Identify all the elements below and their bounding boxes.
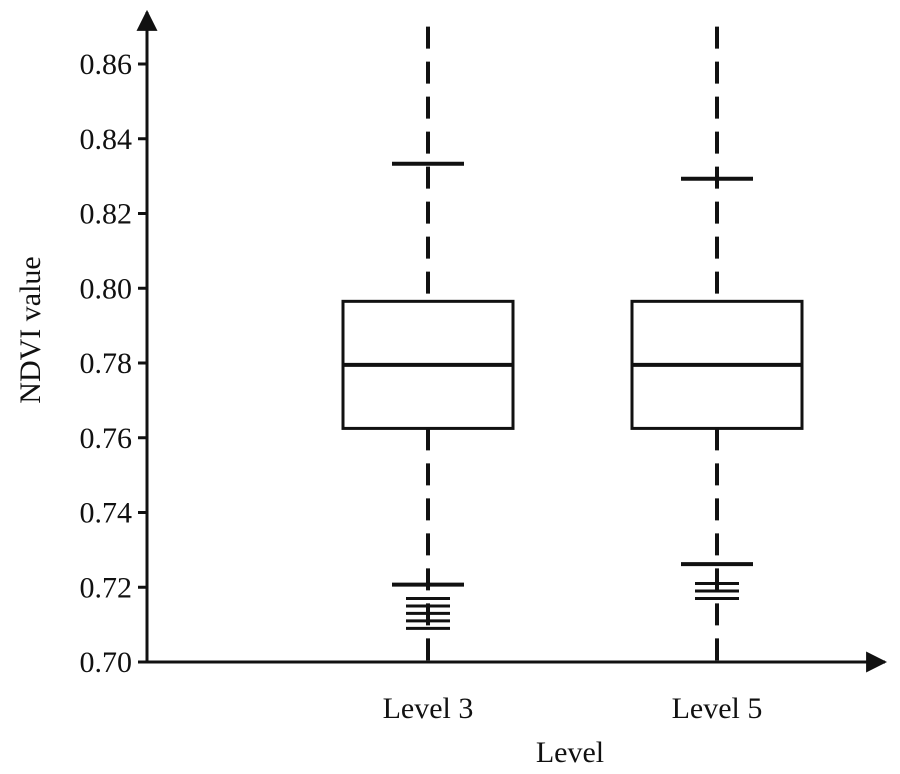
y-tick-label: 0.70 — [80, 646, 133, 679]
y-ticks: 0.70 0.72 0.74 0.76 0.78 0.80 0.82 0.84 0.86 — [80, 48, 147, 679]
y-tick-label: 0.72 — [80, 571, 133, 604]
box-2: Level 5 — [630, 26, 804, 725]
y-tick-label: 0.76 — [80, 422, 133, 455]
box-1: Level 3 — [341, 26, 515, 725]
x-category-label: Level 5 — [672, 692, 763, 725]
labels: Level NDVI value — [14, 256, 604, 769]
y-tick-label: 0.80 — [80, 272, 133, 305]
axes — [136, 9, 888, 673]
x-axis-label: Level — [536, 736, 604, 769]
boxes: Level 3 Level 5 — [341, 26, 804, 725]
y-tick-label: 0.82 — [80, 198, 133, 231]
x-category-label: Level 3 — [383, 692, 474, 725]
y-tick-label: 0.86 — [80, 48, 133, 81]
y-axis-label: NDVI value — [14, 256, 47, 403]
y-tick-label: 0.74 — [80, 497, 133, 530]
y-tick-label: 0.84 — [80, 123, 133, 156]
y-tick-label: 0.78 — [80, 347, 133, 380]
